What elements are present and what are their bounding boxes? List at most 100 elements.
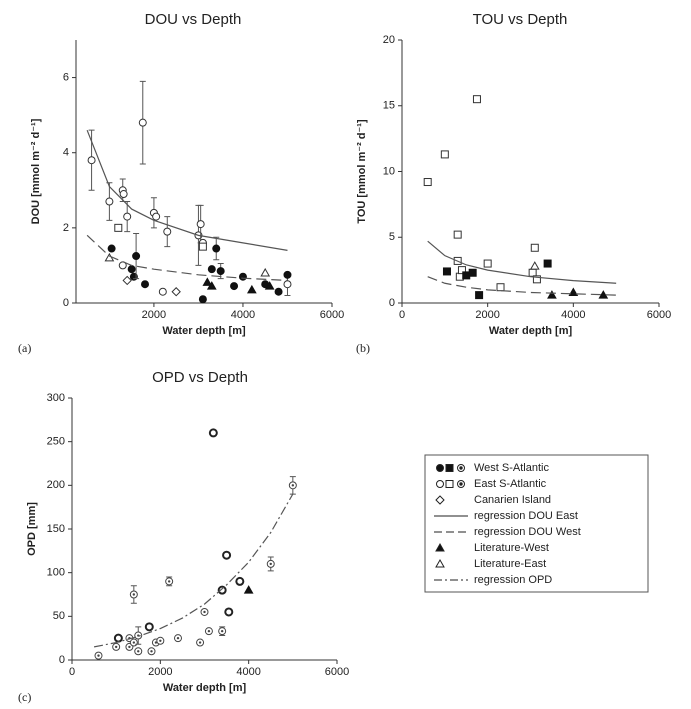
point <box>543 259 552 268</box>
point <box>468 268 477 277</box>
y-tick-label: 2 <box>63 222 69 234</box>
point <box>206 281 217 290</box>
y-axis-title: DOU [mmol m⁻² d⁻¹] <box>30 118 42 224</box>
x-axis-title: Water depth [m] <box>489 325 573 337</box>
y-tick-label: 300 <box>47 392 65 404</box>
y-tick-label: 0 <box>63 297 69 309</box>
y-tick-label: 20 <box>383 34 395 46</box>
point <box>202 277 213 286</box>
point <box>472 95 481 104</box>
regression-line <box>427 276 617 296</box>
chart-title: TOU vs Depth <box>473 11 568 28</box>
regression-line <box>86 234 288 282</box>
legend-label: regression DOU West <box>474 526 581 538</box>
point <box>138 118 147 127</box>
point-center <box>176 636 180 640</box>
point <box>528 268 537 277</box>
point-center <box>150 650 153 653</box>
point-center <box>203 610 206 614</box>
y-tick-label: 250 <box>47 436 65 448</box>
regression-line <box>427 240 617 284</box>
regression-line <box>86 129 288 251</box>
chart-title: DOU vs Depth <box>145 11 242 28</box>
panel-label: (a) <box>18 341 31 355</box>
point-center <box>220 629 224 633</box>
x-tick-label: 2000 <box>148 666 172 678</box>
point <box>483 259 492 268</box>
panel-label: (c) <box>18 690 31 704</box>
point <box>152 212 161 221</box>
point <box>207 265 216 274</box>
point <box>230 282 239 291</box>
point-center <box>132 593 136 596</box>
point <box>453 230 462 239</box>
point-center <box>269 562 272 566</box>
point-center <box>291 484 295 487</box>
point <box>123 212 132 221</box>
legend-label: East S-Atlantic <box>474 478 547 490</box>
point <box>158 287 167 296</box>
panel-label: (b) <box>356 341 370 355</box>
y-tick-label: 0 <box>59 654 65 666</box>
point <box>113 633 123 643</box>
y-tick-label: 10 <box>383 165 395 177</box>
legend-box <box>424 454 649 593</box>
y-tick-label: 0 <box>389 297 395 309</box>
point-center <box>128 645 131 649</box>
point-center <box>114 645 118 649</box>
point <box>264 281 275 290</box>
y-tick-label: 200 <box>47 479 65 491</box>
y-axis-title: TOU [mmol m⁻² d⁻¹] <box>356 119 368 224</box>
point <box>283 280 292 289</box>
point <box>222 550 232 560</box>
x-axis-title: Water depth [m] <box>162 325 246 337</box>
point-center <box>159 639 162 642</box>
legend-label: Literature-East <box>474 558 546 570</box>
point <box>442 267 451 276</box>
x-tick-label: 6000 <box>647 309 671 321</box>
chart: TOU vs Depth (b) 0 2000 4000 6000 0 5 10 15 20 Wate… <box>356 11 671 355</box>
point <box>475 291 484 300</box>
point <box>87 156 96 165</box>
point <box>260 267 271 277</box>
point <box>141 280 150 289</box>
x-tick-label: 4000 <box>561 309 585 321</box>
point-center <box>132 641 136 644</box>
point <box>132 252 141 261</box>
point <box>212 244 221 253</box>
point <box>217 585 227 595</box>
point <box>423 178 432 187</box>
point <box>114 223 123 232</box>
point <box>457 266 466 275</box>
x-axis-title: Water depth [m] <box>163 682 247 694</box>
y-axis-title: OPD [mm] <box>26 502 38 556</box>
chart: DOU vs Depth (a) 2000 4000 6000 0 2 4 6 Water dep… <box>18 11 344 355</box>
point <box>107 244 116 253</box>
point <box>196 220 205 229</box>
y-tick-label: 4 <box>63 147 69 159</box>
x-tick-label: 0 <box>69 666 75 678</box>
point <box>530 243 539 252</box>
point-center <box>137 650 140 653</box>
legend-label: West S-Atlantic <box>474 462 549 474</box>
point <box>119 190 128 199</box>
point <box>105 197 114 206</box>
point-center <box>97 654 100 657</box>
x-tick-label: 6000 <box>325 666 349 678</box>
x-tick-label: 2000 <box>142 309 166 321</box>
point <box>246 284 257 294</box>
point <box>532 275 541 284</box>
point <box>496 283 505 292</box>
chart-title: OPD vs Depth <box>152 369 248 386</box>
y-tick-label: 150 <box>47 523 65 535</box>
x-tick-label: 4000 <box>236 666 260 678</box>
y-tick-label: 50 <box>53 610 65 622</box>
x-tick-label: 2000 <box>475 309 499 321</box>
x-tick-label: 4000 <box>231 309 255 321</box>
point <box>198 242 207 251</box>
legend-label: regression OPD <box>474 574 552 586</box>
legend-symbols <box>434 464 468 581</box>
point <box>171 287 181 297</box>
point <box>568 287 579 296</box>
